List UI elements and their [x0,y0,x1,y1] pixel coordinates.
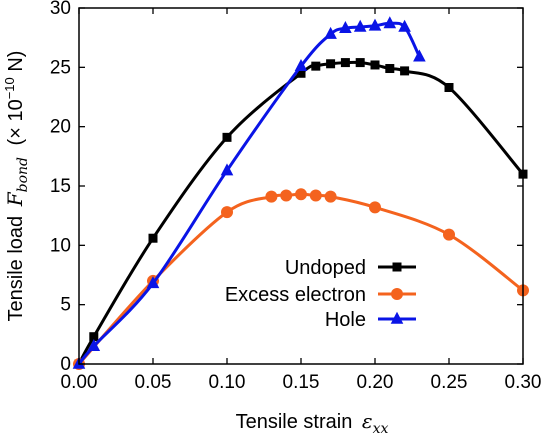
data-point-hole-4 [294,58,308,71]
data-point-hole-5 [324,26,337,39]
legend-marker-undoped [392,262,402,272]
legend-label-hole: Hole [325,309,366,331]
data-point-hole-11 [413,49,426,62]
legend-label-excess-electron: Excess electron [225,284,366,306]
data-point-undoped-12 [444,83,454,93]
data-point-excess-electron-5 [295,188,307,201]
data-point-undoped-8 [355,58,365,68]
y-axis-unit-suffix: N) [5,51,27,78]
x-tick-label: 0.00 [61,372,98,393]
legend-marker-hole [390,311,404,324]
y-tick-label: 5 [60,295,71,316]
x-axis-title: Tensile strain εxx [236,409,389,437]
data-point-undoped-5 [311,61,321,71]
x-tick-label: 0.15 [283,372,320,393]
series-excess-electron [73,188,529,370]
x-tick-label: 0.25 [431,372,468,393]
data-point-undoped-3 [222,132,232,142]
data-point-undoped-7 [340,58,350,68]
data-point-excess-electron-8 [369,201,381,214]
y-axis-subscript: bond [15,157,31,192]
data-point-excess-electron-6 [309,189,322,202]
data-point-excess-electron-9 [443,228,455,241]
data-point-undoped-1 [89,332,99,342]
y-tick-label: 20 [50,117,71,138]
series-line-undoped [77,60,525,366]
data-point-hole-8 [368,18,382,31]
data-point-excess-electron-3 [265,190,278,203]
x-axis-subscript: xx [373,421,389,437]
series-hole [72,16,426,369]
data-point-excess-electron-7 [324,190,337,203]
data-point-undoped-11 [400,66,410,76]
data-point-hole-10 [398,19,411,32]
y-axis-label-text: Tensile load [5,216,27,322]
y-axis-title: Tensile load Fbond (× 10−10 N) [2,51,32,322]
data-point-excess-electron-4 [280,189,293,202]
data-point-undoped-6 [326,59,336,69]
x-tick-label: 0.05 [135,372,172,393]
legend-marker-excess-electron [391,288,403,300]
x-tick-label: 0.10 [209,372,246,393]
x-axis-symbol: ε [362,409,373,433]
series-line-hole [77,21,421,366]
data-point-hole-6 [339,20,352,33]
data-point-hole-2 [146,276,160,289]
y-tick-label: 0 [60,354,71,375]
plot-area: 0.00 0.05 0.10 0.15 0.20 0.25 0.30 0 5 10 15 20 25 30… [50,0,542,393]
x-tick-label: 0.20 [357,372,394,393]
y-tick-label: 30 [50,0,71,19]
x-tick-label: 0.30 [505,372,542,393]
data-point-undoped-10 [385,64,395,74]
data-point-hole-9 [383,16,397,29]
x-axis-label-text: Tensile strain [236,411,353,433]
y-axis-unit-prefix: (× 10 [5,99,27,145]
data-point-undoped-2 [148,233,158,243]
y-axis-unit-exponent: −10 [2,77,17,99]
y-axis-symbol: F [3,191,27,207]
series-line-excess-electron [77,192,525,366]
data-point-hole-3 [220,163,234,176]
legend: Undoped Excess electron Hole [225,257,416,331]
data-point-undoped-9 [370,60,380,70]
y-tick-label: 10 [50,235,71,256]
data-point-undoped-4 [296,68,306,78]
y-tick-label: 15 [50,176,71,197]
data-point-excess-electron-2 [221,206,233,219]
legend-label-undoped: Undoped [285,257,366,279]
y-tick-label: 25 [50,57,71,78]
data-point-hole-7 [353,19,367,32]
data-point-hole-1 [87,339,101,351]
series-undoped [74,58,528,369]
